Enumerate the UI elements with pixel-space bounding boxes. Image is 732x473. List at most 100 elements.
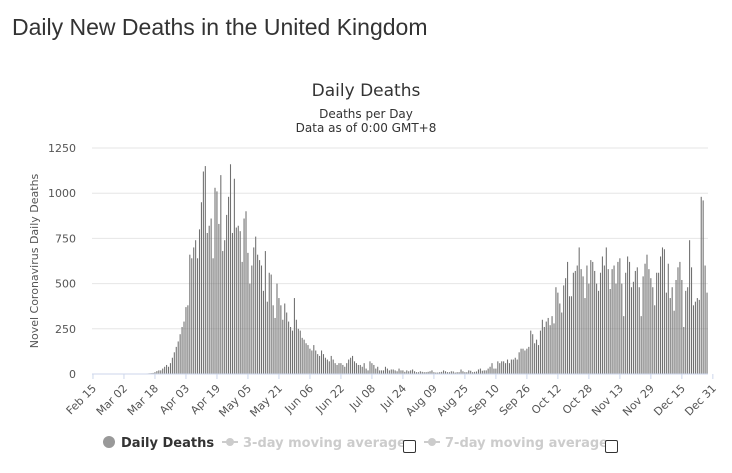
- bar[interactable]: [417, 372, 419, 374]
- bar[interactable]: [293, 298, 295, 374]
- bar[interactable]: [505, 363, 507, 374]
- bar[interactable]: [675, 279, 677, 374]
- bar[interactable]: [330, 355, 332, 374]
- bar[interactable]: [301, 337, 303, 374]
- bar[interactable]: [384, 366, 387, 374]
- bar[interactable]: [435, 372, 437, 374]
- bar[interactable]: [315, 350, 317, 375]
- bar[interactable]: [311, 350, 313, 375]
- bar[interactable]: [373, 364, 375, 374]
- bar[interactable]: [702, 200, 704, 374]
- bar[interactable]: [388, 370, 390, 374]
- bar[interactable]: [646, 254, 648, 374]
- bar[interactable]: [586, 265, 588, 374]
- bar[interactable]: [433, 372, 435, 374]
- bar[interactable]: [282, 319, 284, 374]
- bar[interactable]: [231, 232, 233, 374]
- bar[interactable]: [355, 363, 357, 374]
- bar[interactable]: [340, 363, 342, 374]
- bar[interactable]: [390, 369, 392, 374]
- bar[interactable]: [570, 296, 572, 374]
- legend-daily-deaths[interactable]: Daily Deaths: [103, 436, 214, 451]
- bar[interactable]: [359, 364, 361, 374]
- bar[interactable]: [406, 370, 408, 374]
- bar[interactable]: [181, 326, 183, 374]
- bar[interactable]: [375, 368, 377, 374]
- bar[interactable]: [539, 330, 541, 374]
- bar[interactable]: [623, 316, 625, 374]
- legend-7day-checkbox[interactable]: [605, 440, 618, 453]
- bar[interactable]: [243, 218, 245, 374]
- bar[interactable]: [596, 283, 598, 374]
- bar[interactable]: [288, 321, 290, 374]
- bar[interactable]: [249, 283, 251, 374]
- bar[interactable]: [681, 279, 683, 374]
- bar[interactable]: [216, 191, 218, 374]
- bar[interactable]: [514, 357, 516, 374]
- bar[interactable]: [685, 290, 687, 374]
- bar[interactable]: [578, 247, 580, 374]
- bar[interactable]: [615, 283, 617, 374]
- bar[interactable]: [656, 272, 658, 374]
- bar[interactable]: [431, 370, 433, 374]
- bar[interactable]: [545, 321, 547, 374]
- bar[interactable]: [280, 305, 282, 374]
- bar[interactable]: [224, 240, 226, 374]
- bar[interactable]: [278, 298, 280, 374]
- bar[interactable]: [541, 319, 543, 374]
- bar[interactable]: [592, 261, 594, 374]
- bar[interactable]: [400, 370, 402, 374]
- bar[interactable]: [307, 345, 309, 374]
- bar[interactable]: [607, 269, 609, 374]
- bar[interactable]: [342, 364, 344, 374]
- bar[interactable]: [439, 372, 441, 374]
- bar[interactable]: [590, 260, 592, 374]
- bar[interactable]: [195, 240, 197, 374]
- bar[interactable]: [452, 371, 454, 374]
- bar[interactable]: [352, 355, 354, 374]
- bar[interactable]: [654, 305, 656, 374]
- bar[interactable]: [425, 372, 427, 374]
- bar[interactable]: [677, 267, 679, 374]
- bar[interactable]: [361, 366, 363, 374]
- bar[interactable]: [202, 171, 204, 375]
- bar[interactable]: [464, 372, 466, 374]
- bar[interactable]: [353, 361, 356, 374]
- bar[interactable]: [264, 251, 266, 374]
- bar[interactable]: [472, 372, 474, 374]
- bar[interactable]: [332, 359, 334, 374]
- bar[interactable]: [350, 357, 352, 374]
- bar[interactable]: [251, 265, 253, 374]
- bar[interactable]: [691, 267, 693, 374]
- bar[interactable]: [367, 370, 369, 374]
- bar[interactable]: [239, 231, 241, 374]
- bar[interactable]: [198, 229, 201, 374]
- bar[interactable]: [286, 312, 288, 374]
- bar[interactable]: [601, 256, 603, 374]
- bar[interactable]: [611, 269, 613, 374]
- bar[interactable]: [169, 363, 171, 374]
- bar[interactable]: [561, 312, 563, 374]
- bar[interactable]: [191, 258, 193, 374]
- bar[interactable]: [462, 371, 464, 374]
- bar[interactable]: [572, 272, 574, 374]
- bar[interactable]: [532, 334, 534, 374]
- bar[interactable]: [508, 363, 510, 374]
- bar[interactable]: [599, 272, 602, 374]
- bar[interactable]: [588, 283, 590, 374]
- bar[interactable]: [427, 371, 429, 374]
- bar[interactable]: [648, 269, 650, 374]
- bar[interactable]: [528, 346, 530, 374]
- bar[interactable]: [441, 371, 443, 374]
- bar[interactable]: [582, 276, 584, 374]
- bar[interactable]: [559, 303, 561, 374]
- bar[interactable]: [495, 368, 497, 374]
- bar[interactable]: [555, 287, 557, 374]
- bar[interactable]: [189, 254, 191, 374]
- bar[interactable]: [338, 363, 340, 374]
- bar[interactable]: [259, 260, 261, 374]
- bar[interactable]: [627, 256, 629, 374]
- bar[interactable]: [565, 278, 567, 374]
- bar[interactable]: [650, 278, 652, 374]
- bar[interactable]: [536, 339, 538, 374]
